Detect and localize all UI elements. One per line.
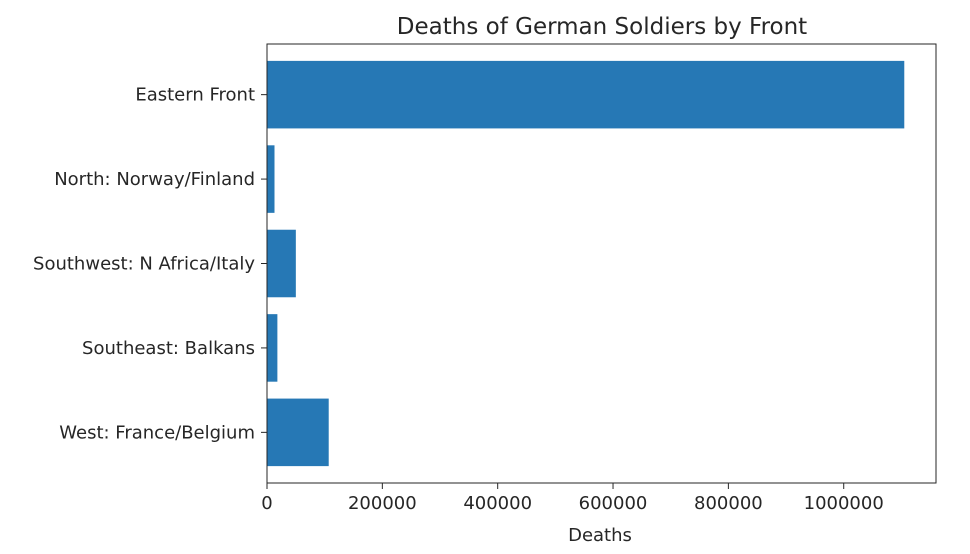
x-tick-label-1: 200000 (348, 493, 417, 514)
x-tick-label-0: 0 (261, 493, 272, 514)
y-tick-label-2: Southwest: N Africa/Italy (33, 254, 255, 275)
chart-title: Deaths of German Soldiers by Front (397, 14, 807, 40)
bar-0 (267, 60, 905, 129)
bar-1 (267, 145, 275, 213)
bar-3 (267, 314, 278, 382)
y-axis-ticks: Eastern Front North: Norway/Finland Southw… (33, 85, 267, 443)
x-tick-label-2: 400000 (463, 493, 532, 514)
y-tick-label-1: North: Norway/Finland (54, 169, 255, 190)
bar-4 (267, 398, 329, 467)
x-axis-ticks: 0 200000 400000 600000 800000 1000000 (261, 483, 884, 514)
bars-group (267, 60, 905, 467)
bar-2 (267, 229, 296, 298)
y-tick-label-3: Southeast: Balkans (82, 338, 255, 359)
x-tick-label-5: 1000000 (804, 493, 884, 514)
y-tick-label-0: Eastern Front (135, 85, 255, 106)
y-tick-label-4: West: France/Belgium (59, 422, 255, 443)
x-tick-label-3: 600000 (579, 493, 648, 514)
x-axis-label: Deaths (568, 525, 632, 546)
x-tick-label-4: 800000 (694, 493, 763, 514)
plot-frame (266, 43, 937, 484)
